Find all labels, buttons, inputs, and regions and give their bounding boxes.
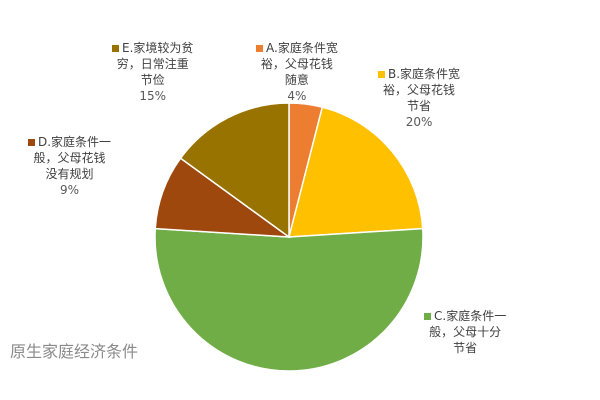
- slice-D-percent: 9%: [60, 183, 80, 197]
- slice-label-B: B.家庭条件宽 裕，父母花钱 节省 20%: [378, 66, 460, 130]
- slice-label-A-line-1: A.家庭条件宽: [266, 41, 338, 55]
- slice-label-E-line-2: 穷，日常注重: [116, 57, 189, 71]
- legend-swatch-A: [256, 45, 263, 52]
- slice-label-E-line-3: 节俭: [140, 73, 165, 87]
- slice-label-D-line-1: D.家庭条件一: [38, 135, 112, 149]
- pie-slice-C: [154, 227, 424, 372]
- slice-label-A-line-2: 裕，父母花钱: [260, 57, 333, 71]
- slice-A-percent: 4%: [287, 89, 307, 103]
- slice-label-A-line-3: 随意: [284, 73, 309, 87]
- slice-label-E-line-1: E.家境较为贫: [122, 41, 194, 55]
- slice-label-D: D.家庭条件一 般，父母花钱 没有规划 9%: [28, 134, 111, 198]
- legend-swatch-C: [424, 313, 431, 320]
- slice-B-percent: 20%: [405, 115, 433, 129]
- slice-label-B-line-2: 裕，父母花钱: [383, 83, 456, 97]
- legend-swatch-E: [112, 45, 119, 52]
- pie-slice-E: [179, 102, 290, 239]
- slice-label-C-line-1: C.家庭条件一: [434, 309, 507, 323]
- slice-label-C: C.家庭条件一 般，父母十分 节省: [424, 308, 506, 356]
- slice-label-D-line-2: 般，父母花钱: [33, 151, 106, 165]
- slice-label-D-line-3: 没有规划: [45, 167, 94, 181]
- slice-label-E: E.家境较为贫 穷，日常注重 节俭 15%: [112, 40, 193, 104]
- pie-slice-B: [288, 106, 424, 238]
- legend-swatch-D: [28, 139, 35, 146]
- slice-label-B-line-1: B.家庭条件宽: [388, 67, 461, 81]
- slice-label-A: A.家庭条件宽 裕，父母花钱 随意 4%: [256, 40, 338, 104]
- slice-label-B-line-3: 节省: [407, 99, 432, 113]
- legend-swatch-B: [378, 71, 385, 78]
- slice-label-C-line-3: 节省: [453, 341, 478, 355]
- slice-E-percent: 15%: [139, 89, 167, 103]
- slice-label-C-line-2: 般，父母十分: [429, 325, 502, 339]
- chart-title: 原生家庭经济条件: [10, 342, 139, 361]
